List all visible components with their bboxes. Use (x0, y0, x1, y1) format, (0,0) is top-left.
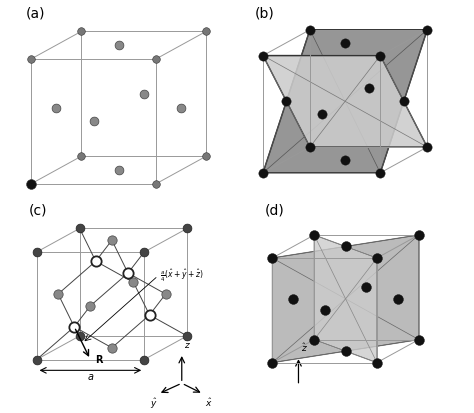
Point (90, 118, 97, 125)
Text: (b): (b) (255, 6, 274, 20)
Point (108, 237, 116, 244)
Point (124, 270, 132, 276)
Point (33, 249, 40, 255)
Point (259, 170, 267, 176)
Point (306, 26, 314, 33)
Point (202, 153, 210, 160)
Point (283, 98, 290, 104)
Point (341, 157, 349, 163)
Point (115, 42, 122, 49)
Point (152, 180, 160, 187)
Point (140, 249, 148, 255)
Point (52, 104, 60, 111)
Point (202, 28, 210, 35)
Point (140, 90, 147, 97)
Point (373, 359, 381, 366)
Polygon shape (263, 56, 427, 147)
Point (140, 356, 148, 363)
Text: (d): (d) (265, 204, 285, 218)
Polygon shape (314, 235, 377, 363)
Point (376, 170, 384, 176)
Polygon shape (273, 235, 419, 363)
Point (269, 255, 276, 261)
Point (152, 56, 160, 62)
Point (342, 243, 349, 250)
Point (415, 336, 422, 343)
Point (306, 144, 314, 150)
Point (183, 332, 191, 339)
Text: $\mathbf{R}$: $\mathbf{R}$ (95, 353, 104, 365)
Point (76, 225, 83, 232)
Point (373, 255, 381, 261)
Text: $a$: $a$ (87, 372, 94, 382)
Point (269, 359, 276, 366)
Point (87, 303, 94, 309)
Point (115, 167, 122, 173)
Point (129, 279, 137, 285)
Point (259, 52, 267, 59)
Text: $\frac{a}{4}(\hat{x}+\hat{y}+\hat{z})$: $\frac{a}{4}(\hat{x}+\hat{y}+\hat{z})$ (160, 268, 204, 284)
Point (55, 291, 62, 297)
Point (415, 232, 422, 238)
Point (177, 104, 185, 111)
Point (290, 295, 297, 302)
Point (27, 180, 35, 187)
Text: (c): (c) (29, 204, 47, 218)
Point (423, 26, 431, 33)
Point (183, 225, 191, 232)
Point (341, 39, 349, 46)
Point (321, 307, 328, 313)
Text: (a): (a) (26, 7, 46, 21)
Point (77, 28, 85, 35)
Point (318, 111, 326, 118)
Point (400, 98, 408, 104)
Point (76, 332, 83, 339)
Polygon shape (263, 30, 427, 173)
Point (363, 284, 370, 291)
Text: $\hat{x}$: $\hat{x}$ (205, 396, 213, 409)
Point (376, 52, 384, 59)
Point (162, 291, 169, 297)
Point (27, 56, 35, 62)
Point (310, 232, 318, 238)
Point (92, 258, 100, 264)
Point (71, 323, 78, 330)
Point (108, 344, 116, 351)
Point (77, 153, 85, 160)
Text: $\hat{y}$: $\hat{y}$ (149, 396, 157, 411)
Point (310, 336, 318, 343)
Point (33, 356, 40, 363)
Point (365, 85, 373, 92)
Text: $\hat{z}$: $\hat{z}$ (301, 342, 308, 354)
Point (342, 348, 349, 354)
Point (394, 295, 401, 302)
Point (423, 144, 431, 150)
Text: $\hat{z}$: $\hat{z}$ (184, 338, 191, 351)
Point (146, 312, 153, 318)
